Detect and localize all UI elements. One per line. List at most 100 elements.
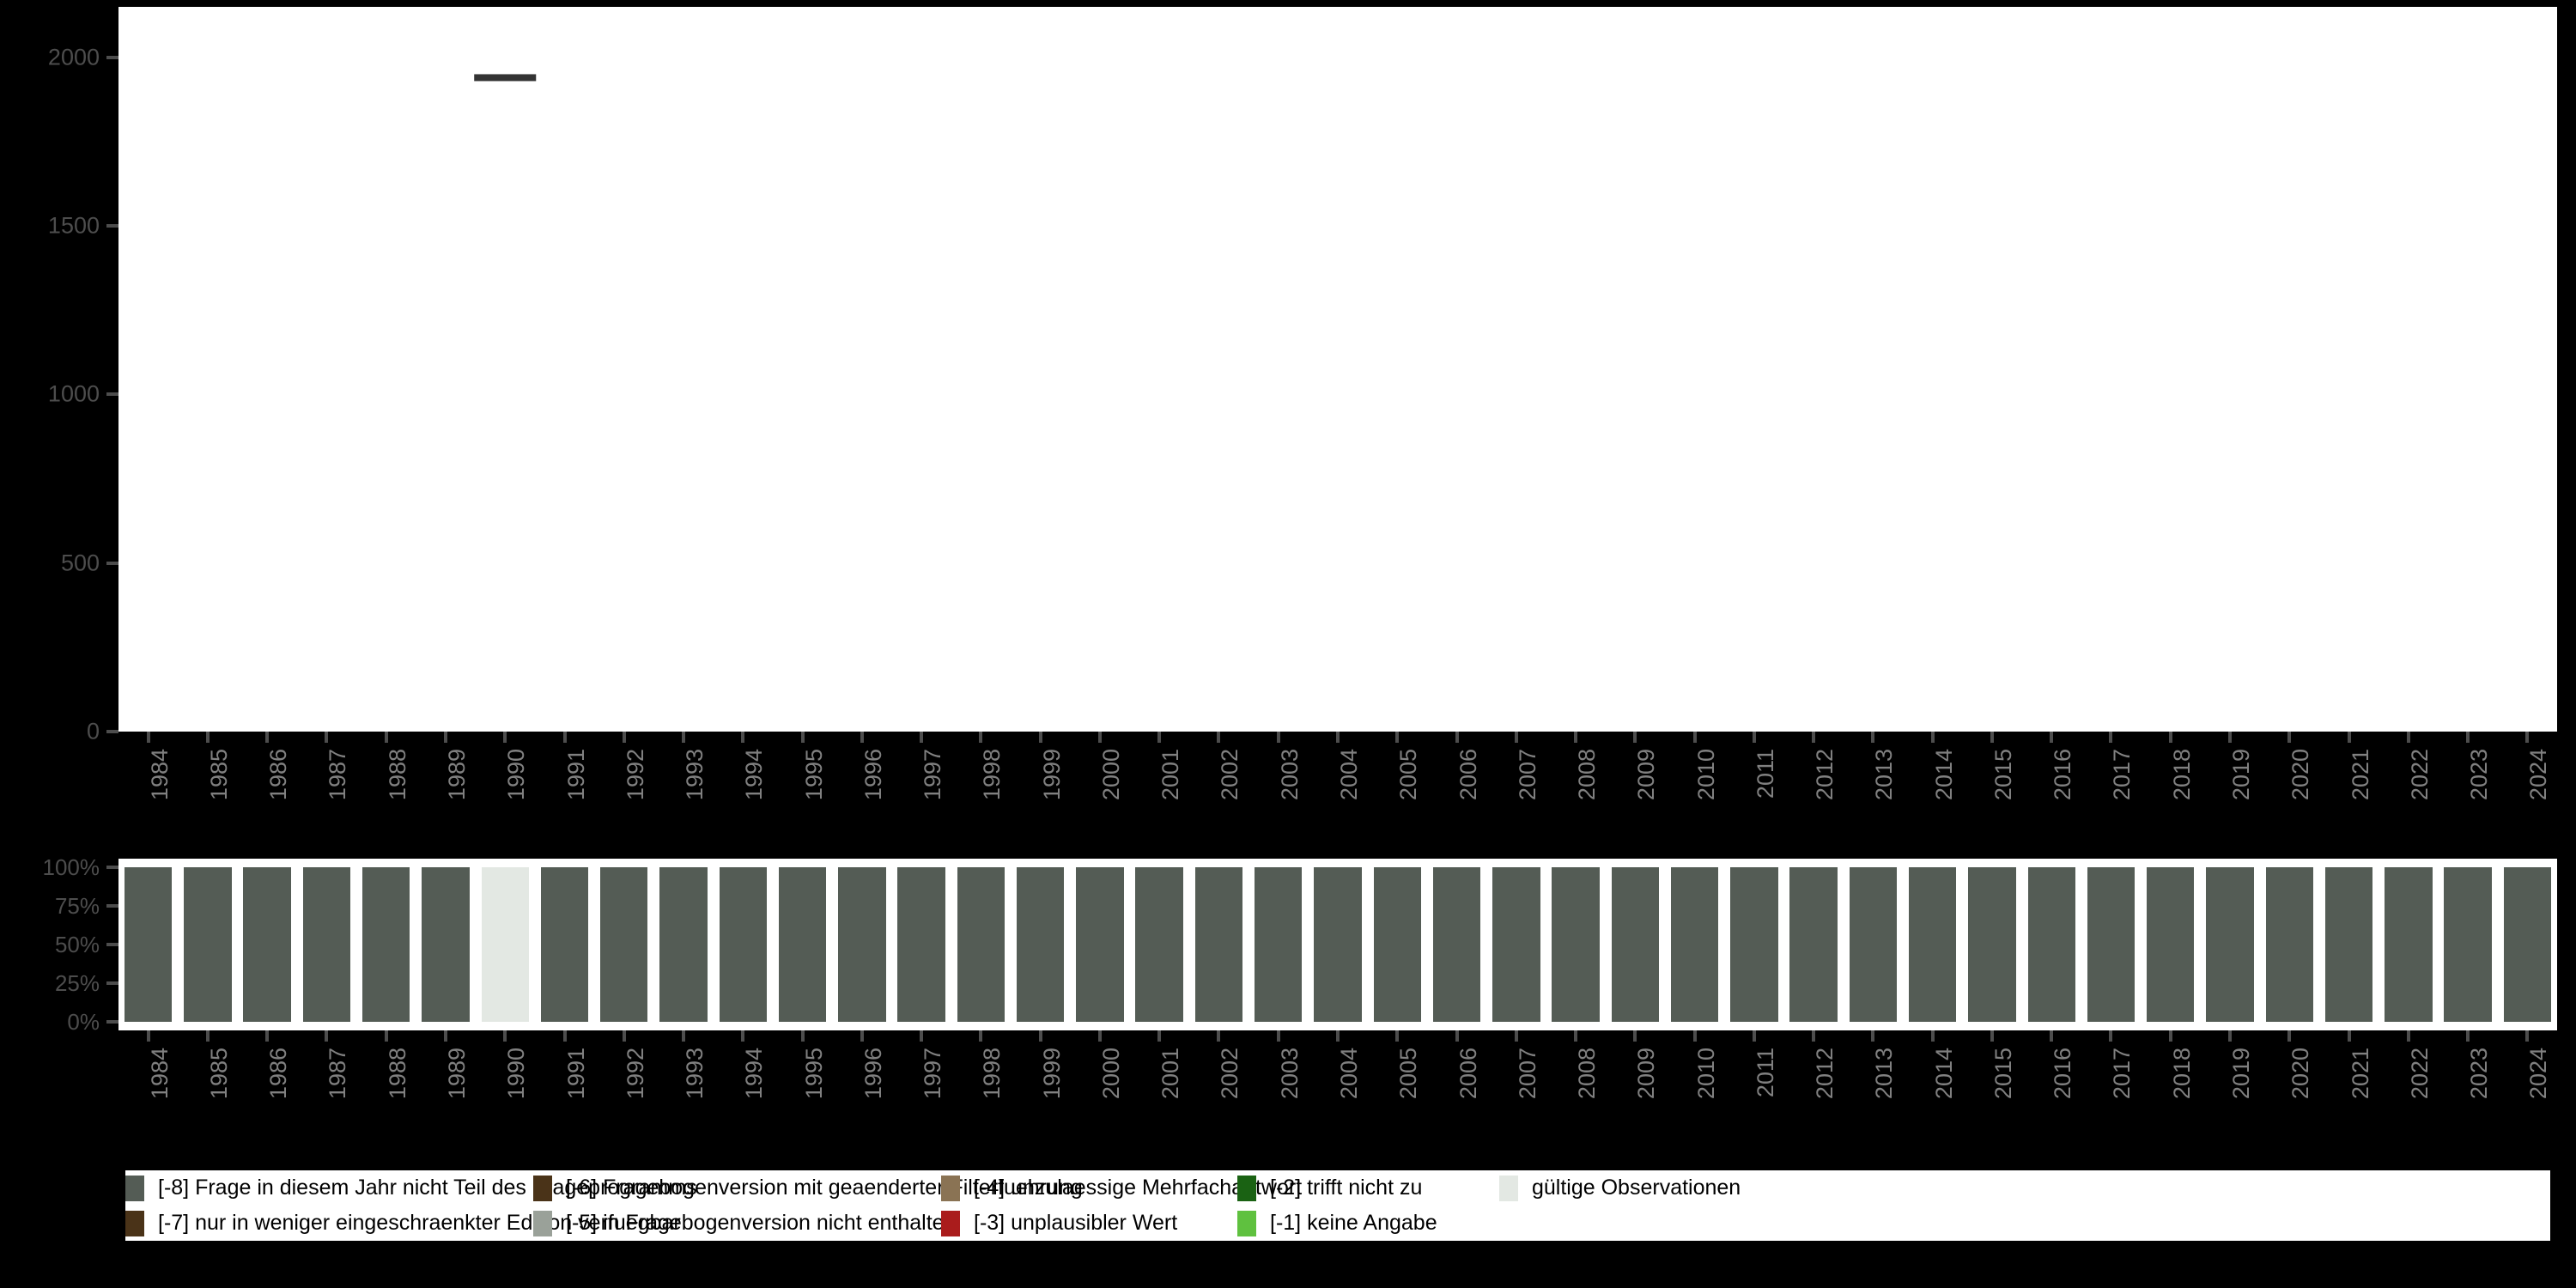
share-bar[interactable] xyxy=(2265,867,2313,1022)
share-bar[interactable] xyxy=(2503,867,2552,1022)
legend-item[interactable]: [-7] nur in weniger eingeschraenkter Edi… xyxy=(125,1206,681,1241)
share-bar[interactable] xyxy=(1849,867,1898,1022)
share-bar[interactable] xyxy=(1789,867,1838,1022)
share-bar[interactable] xyxy=(1552,867,1600,1022)
count-x-tick-mark xyxy=(503,732,507,743)
share-x-tick-label: 2016 xyxy=(2050,1048,2076,1100)
share-bar[interactable] xyxy=(2206,867,2254,1022)
share-y-tick-mark xyxy=(106,943,118,946)
share-bar[interactable] xyxy=(1076,867,1124,1022)
share-x-tick-mark xyxy=(2109,1030,2113,1042)
share-bar-segment xyxy=(2027,867,2075,1022)
legend-item[interactable]: [-6] Fragebogenversion mit geaenderter F… xyxy=(533,1170,1083,1206)
share-x-axis: 1984 1985 1986 1987 1988 1989 1990 1991 1992 1993… xyxy=(118,1030,2557,1142)
share-bar[interactable] xyxy=(1255,867,1303,1022)
share-bar[interactable] xyxy=(2444,867,2492,1022)
count-x-tick-mark xyxy=(1157,732,1162,743)
share-bar[interactable] xyxy=(124,867,173,1022)
share-x-tick-label: 2001 xyxy=(1157,1048,1184,1100)
observation-count-chart: 0 500 1000 1500 2000 1984 1985 1986 1987 1988 198… xyxy=(0,0,2557,800)
share-x-tick-label: 1996 xyxy=(860,1048,886,1100)
share-x-tick-label: 1997 xyxy=(920,1048,946,1100)
legend-item[interactable]: gültige Observationen xyxy=(1499,1170,1741,1206)
share-x-tick-label: 2023 xyxy=(2466,1048,2493,1100)
share-x-tick-label: 1991 xyxy=(562,1048,589,1100)
share-bar[interactable] xyxy=(957,867,1005,1022)
legend-item[interactable]: [-4] unzulaessige Mehrfachantwort xyxy=(941,1170,1302,1206)
share-bar-segment xyxy=(778,867,827,1022)
share-bar[interactable] xyxy=(184,867,232,1022)
count-y-tick-label: 1000 xyxy=(47,380,100,407)
count-x-tick-label: 2001 xyxy=(1157,749,1184,801)
share-bar[interactable] xyxy=(2385,867,2433,1022)
share-bar[interactable] xyxy=(302,867,351,1022)
count-x-tick-label: 1986 xyxy=(265,749,292,801)
count-x-tick-mark xyxy=(1574,732,1578,743)
legend-item[interactable]: [-3] unplausibler Wert xyxy=(941,1206,1237,1241)
share-bar[interactable] xyxy=(2147,867,2195,1022)
share-bar[interactable] xyxy=(1908,867,1957,1022)
share-bar[interactable] xyxy=(1611,867,1660,1022)
share-x-tick-mark xyxy=(503,1030,507,1042)
share-bar[interactable] xyxy=(1314,867,1362,1022)
share-x-tick-mark xyxy=(265,1030,270,1042)
share-bar-segment xyxy=(2444,867,2492,1022)
count-x-tick-label: 2015 xyxy=(1990,749,2016,801)
share-bar-segment xyxy=(1552,867,1600,1022)
share-bar[interactable] xyxy=(897,867,945,1022)
share-x-tick-mark xyxy=(146,1030,150,1042)
share-bar[interactable] xyxy=(778,867,827,1022)
share-bar[interactable] xyxy=(1373,867,1421,1022)
share-y-tick-label: 75% xyxy=(54,893,100,919)
share-bar-segment xyxy=(1076,867,1124,1022)
share-bar[interactable] xyxy=(2087,867,2136,1022)
share-x-tick-label: 2009 xyxy=(1633,1048,1660,1100)
share-y-tick-mark xyxy=(106,904,118,908)
count-x-tick-mark xyxy=(1871,732,1875,743)
share-bar[interactable] xyxy=(1194,867,1243,1022)
share-bar[interactable] xyxy=(600,867,648,1022)
share-bar[interactable] xyxy=(243,867,291,1022)
legend-item[interactable]: [-1] keine Angabe xyxy=(1237,1206,1499,1241)
share-bar[interactable] xyxy=(540,867,589,1022)
share-bar[interactable] xyxy=(1730,867,1778,1022)
share-bar[interactable] xyxy=(719,867,768,1022)
share-bar-segment xyxy=(719,867,768,1022)
share-bar-segment xyxy=(302,867,351,1022)
count-x-tick-label: 2008 xyxy=(1574,749,1601,801)
legend-swatch-icon xyxy=(1237,1175,1256,1201)
share-x-tick-label: 1990 xyxy=(503,1048,530,1100)
share-bar[interactable] xyxy=(659,867,708,1022)
share-x-tick-mark xyxy=(682,1030,686,1042)
share-x-tick-label: 1993 xyxy=(682,1048,708,1100)
count-y-axis: 0 500 1000 1500 2000 xyxy=(0,0,118,743)
legend-item[interactable]: [-5] in Fragebogenversion nicht enthalte… xyxy=(533,1206,956,1241)
share-x-tick-label: 2008 xyxy=(1574,1048,1601,1100)
count-x-tick-label: 1998 xyxy=(979,749,1005,801)
share-bar-segment xyxy=(1789,867,1838,1022)
count-x-tick-label: 1994 xyxy=(741,749,768,801)
share-bar[interactable] xyxy=(1432,867,1481,1022)
count-y-tick-label: 0 xyxy=(86,718,100,744)
share-x-tick-mark xyxy=(800,1030,805,1042)
share-x-tick-label: 2020 xyxy=(2287,1048,2314,1100)
share-x-tick-label: 1999 xyxy=(1038,1048,1065,1100)
share-bar[interactable] xyxy=(481,867,529,1022)
count-x-tick-mark xyxy=(2406,732,2410,743)
share-bar-segment xyxy=(124,867,173,1022)
share-bar[interactable] xyxy=(1016,867,1065,1022)
share-bar[interactable] xyxy=(1135,867,1183,1022)
share-bar[interactable] xyxy=(422,867,470,1022)
share-bar[interactable] xyxy=(838,867,886,1022)
legend-item[interactable]: [-8] Frage in diesem Jahr nicht Teil des… xyxy=(125,1170,697,1206)
share-bar[interactable] xyxy=(1670,867,1719,1022)
share-bar[interactable] xyxy=(2027,867,2075,1022)
share-bar[interactable] xyxy=(1968,867,2016,1022)
share-bar[interactable] xyxy=(2324,867,2373,1022)
share-bar[interactable] xyxy=(362,867,410,1022)
share-x-tick-label: 2003 xyxy=(1276,1048,1303,1100)
count-x-tick-label: 1985 xyxy=(205,749,232,801)
share-bar[interactable] xyxy=(1492,867,1540,1022)
legend-item[interactable]: [-2] trifft nicht zu xyxy=(1237,1170,1499,1206)
